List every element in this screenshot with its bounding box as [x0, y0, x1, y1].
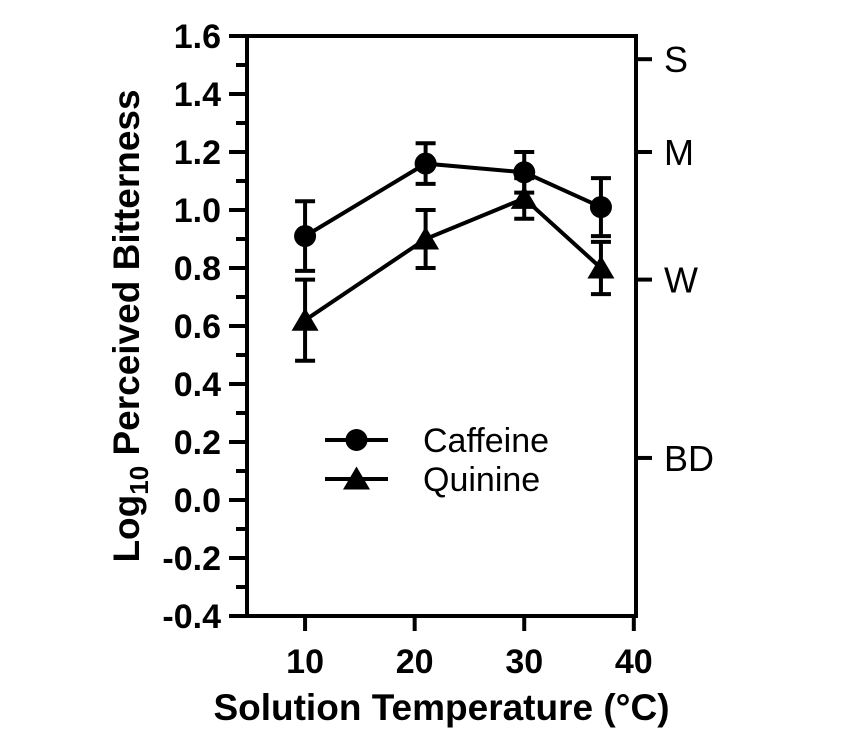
right-axis-label-bd: BD [664, 438, 714, 479]
y-tick-label: 0.2 [174, 424, 221, 462]
right-axis-label-m: M [664, 132, 694, 173]
legend-marker-caffeine [345, 429, 368, 451]
data-point-caffeine-10c [294, 225, 317, 248]
data-point-quinine-37c [587, 255, 615, 279]
data-point-quinine-30c [510, 185, 538, 209]
data-point-caffeine-30c [513, 161, 536, 184]
data-point-caffeine-21c [414, 152, 437, 175]
y-tick-label: -0.2 [162, 540, 221, 578]
y-tick-label: 1.6 [174, 18, 221, 56]
y-tick-label: 1.2 [174, 134, 221, 172]
series-line-quinine [303, 196, 603, 322]
y-tick-label: 0.4 [174, 366, 221, 404]
legend-label-quinine: Quinine [423, 461, 540, 499]
x-tick-label: 20 [396, 643, 434, 681]
y-tick-label: 0.0 [174, 482, 221, 520]
x-axis-title: Solution Temperature (°C) [213, 687, 669, 728]
right-axis-label-w: W [664, 260, 698, 301]
legend-label-caffeine: Caffeine [423, 422, 549, 460]
y-tick-label: 1.4 [174, 76, 221, 114]
y-axis-title: Log10 Perceived Bitterness [106, 89, 154, 562]
y-tick-label: 1.0 [174, 192, 221, 230]
x-tick-label: 30 [505, 643, 543, 681]
data-point-caffeine-37c [589, 196, 612, 219]
x-tick-label: 10 [286, 643, 324, 681]
data-point-quinine-21c [412, 226, 440, 250]
y-tick-label: -0.4 [162, 598, 221, 636]
series-line-caffeine [304, 161, 602, 238]
legend-marker-quinine [343, 466, 370, 490]
y-tick-label: 0.6 [174, 308, 221, 346]
data-point-quinine-10c [291, 307, 319, 331]
y-tick-label: 0.8 [174, 250, 221, 288]
y-axis-title-group: Log10 Perceived Bitterness [106, 89, 154, 562]
right-axis-label-s: S [664, 39, 688, 80]
x-tick-label: 40 [615, 643, 653, 681]
